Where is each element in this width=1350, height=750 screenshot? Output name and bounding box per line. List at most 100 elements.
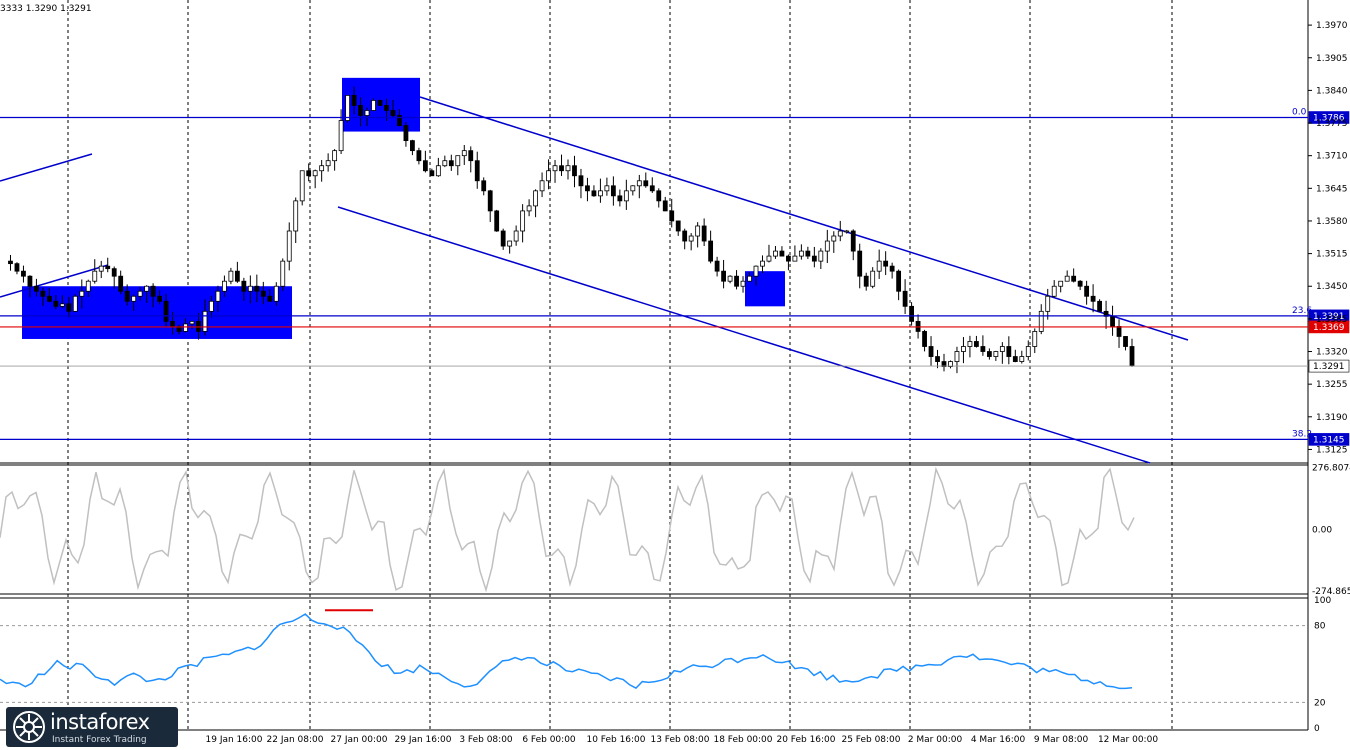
y-tick-label: 1.3905	[1316, 54, 1348, 64]
candle-body	[714, 260, 720, 272]
candle-body	[157, 295, 162, 302]
fib-level-label: 38.2	[1292, 429, 1312, 439]
candle-body	[332, 150, 338, 162]
osc1-tick-label: -274.8650	[1312, 587, 1350, 597]
candle-body	[46, 295, 52, 302]
x-tick-label: 27 Jan 00:00	[331, 735, 388, 745]
candle-body	[319, 165, 325, 172]
candle-body	[189, 320, 195, 325]
candle-body	[247, 285, 253, 292]
candle-body	[1038, 310, 1044, 332]
candle-body	[902, 290, 908, 307]
candle-body	[935, 356, 940, 362]
candle-body	[312, 170, 318, 177]
candle-body	[105, 265, 111, 270]
x-tick-label: 9 Mar 08:00	[1034, 735, 1089, 745]
candle-body	[747, 275, 752, 282]
price-level-label: 1.3391	[1313, 312, 1345, 322]
candle-body	[358, 105, 363, 116]
candle-body	[72, 295, 78, 312]
zone-box	[22, 286, 292, 339]
candle-body	[215, 290, 221, 302]
candle-body	[507, 240, 513, 247]
candle-body	[552, 165, 558, 172]
candle-body	[150, 285, 156, 297]
candle-body	[824, 240, 830, 252]
price-level-label: 1.3291	[1313, 362, 1345, 372]
candle-body	[273, 285, 279, 302]
osc1-tick-label: 276.8074	[1312, 464, 1350, 474]
candle-body	[870, 270, 876, 287]
candle-body	[468, 150, 474, 162]
candle-body	[928, 346, 934, 357]
candle-body	[630, 185, 636, 192]
y-tick-label: 1.3125	[1316, 445, 1348, 455]
candle-body	[1019, 356, 1025, 362]
candle-body	[682, 230, 688, 242]
osc2-tick-label: 0	[1314, 724, 1320, 734]
candle-body	[118, 275, 124, 292]
candle-body	[209, 300, 214, 312]
x-tick-label: 25 Feb 08:00	[841, 735, 900, 745]
price-level-tag	[1308, 433, 1350, 446]
candle-body	[435, 165, 441, 177]
candle-body	[442, 160, 448, 167]
candle-body	[474, 160, 480, 182]
cci-oscillator	[0, 466, 1135, 593]
y-tick-label: 1.3840	[1316, 86, 1348, 96]
axes: 19 Jan 16:00 22 Jan 08:00 27 Jan 00:00 29 J…	[206, 21, 1350, 745]
candle-body	[481, 180, 487, 192]
candle-body	[533, 190, 538, 207]
osc2-tick-label: 100	[1314, 596, 1331, 606]
x-tick-label: 20 Feb 16:00	[776, 735, 835, 745]
candle-body	[948, 361, 953, 367]
candle-body	[338, 120, 344, 152]
trend-line	[0, 153, 93, 182]
candle-body	[92, 270, 98, 282]
channel-lines	[0, 77, 1189, 464]
candle-body	[1058, 280, 1064, 287]
candle-body	[59, 303, 65, 307]
candle-body	[364, 110, 370, 116]
candle-body	[954, 351, 960, 362]
candle-body	[397, 115, 402, 126]
candle-body	[636, 180, 642, 187]
candle-body	[1077, 280, 1083, 287]
candle-body	[66, 303, 72, 312]
y-tick-label: 1.3970	[1316, 21, 1348, 31]
candle-body	[844, 230, 850, 233]
candle-body	[539, 180, 545, 192]
candle-body	[241, 280, 247, 292]
candle-body	[131, 295, 137, 302]
candle-body	[643, 180, 649, 187]
fib-level-label: 23.6	[1292, 306, 1312, 316]
candle-body	[883, 260, 889, 267]
candle-body	[792, 255, 798, 262]
y-tick-label: 1.3775	[1316, 119, 1348, 129]
candle-body	[14, 263, 20, 272]
candle-body	[727, 275, 733, 282]
candle-body	[487, 190, 493, 212]
price-level-tag	[1308, 111, 1350, 124]
candle-body	[753, 265, 759, 277]
candle-body	[734, 275, 739, 287]
logo-tagline: Instant Forex Trading	[52, 735, 147, 745]
candle-body	[818, 250, 824, 262]
candle-body	[1090, 295, 1096, 302]
candle-body	[111, 268, 117, 277]
candle-body	[410, 140, 415, 152]
candle-body	[513, 230, 519, 242]
candle-body	[688, 235, 694, 242]
candle-body	[578, 175, 584, 187]
candle-body	[649, 185, 655, 192]
trend-line	[419, 96, 1189, 341]
candle-body	[403, 125, 409, 142]
candle-body	[1110, 315, 1115, 327]
osc2-tick-label: 80	[1314, 622, 1326, 632]
candle-body	[961, 346, 966, 352]
candle-body	[585, 185, 590, 192]
candle-body	[371, 100, 376, 111]
candle-body	[708, 240, 714, 262]
